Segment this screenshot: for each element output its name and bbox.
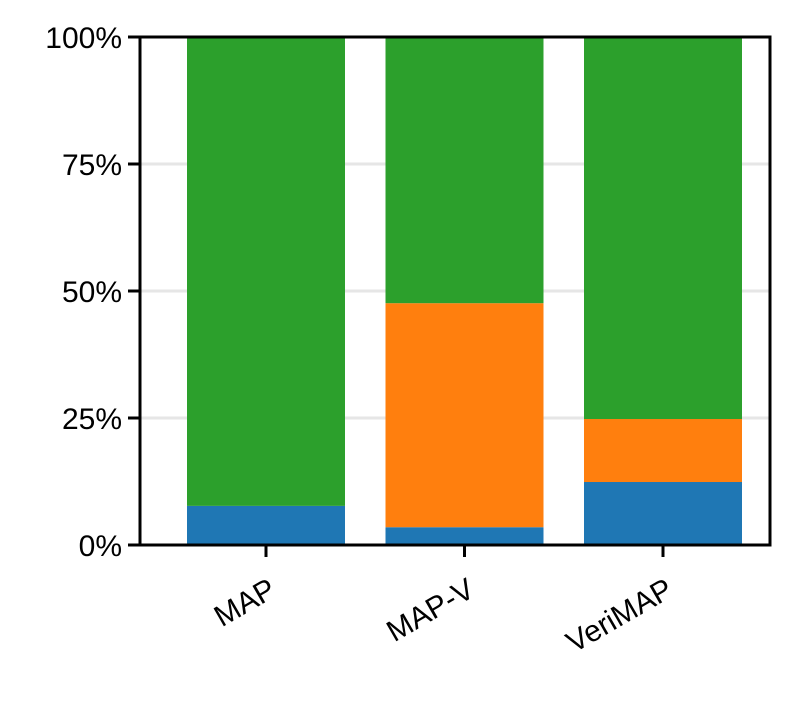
bar-segment [187, 37, 345, 506]
y-tick-label: 75% [62, 149, 122, 182]
bar-segment [385, 303, 544, 528]
x-tick-label: VeriMAP [561, 572, 679, 659]
bar-segment [187, 505, 345, 545]
y-tick-label: 0% [79, 530, 122, 563]
x-tick-label: MAP [209, 572, 282, 633]
y-tick-label: 50% [62, 276, 122, 309]
y-tick-label: 25% [62, 403, 122, 436]
bar-segment [584, 37, 742, 420]
bar-segment [385, 527, 544, 545]
bar-segment [385, 37, 544, 304]
bar-segment [584, 482, 742, 545]
y-tick-label: 100% [45, 22, 122, 55]
bar-segment [584, 419, 742, 483]
x-tick-label: MAP-V [381, 572, 480, 648]
